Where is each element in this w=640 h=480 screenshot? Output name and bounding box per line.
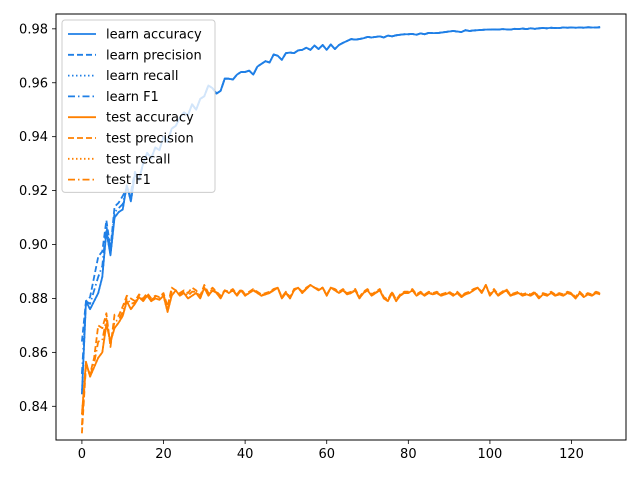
legend-label-test-accuracy: test accuracy [106,111,194,126]
y-tick-label: 0.84 [19,400,48,415]
y-tick-label: 0.92 [19,184,48,199]
x-tick-label: 100 [478,447,503,462]
x-tick-label: 60 [318,447,335,462]
x-tick-label: 120 [559,447,584,462]
y-tick-label: 0.96 [19,76,48,91]
legend-label-learn-f1: learn F1 [106,90,159,105]
legend-label-test-f1: test F1 [106,173,151,188]
y-tick-label: 0.90 [19,238,48,253]
plot-frame [55,13,627,441]
x-tick-label: 40 [237,447,254,462]
legend-label-test-recall: test recall [106,152,171,167]
x-tick-label: 20 [155,447,172,462]
x-tick-label: 0 [78,447,86,462]
series-test-f1 [81,284,601,426]
y-tick-label: 0.94 [19,130,48,145]
x-tick-label: 80 [400,447,417,462]
y-tick-label: 0.98 [19,22,48,37]
series-learn-f1 [81,26,601,374]
legend-label-learn-precision: learn precision [106,48,202,63]
x-axis: 0 20 40 60 80 100 120 [78,440,584,462]
y-tick-label: 0.86 [19,346,48,361]
legend: learn accuracy learn precision learn recal… [61,19,216,193]
legend-label-learn-accuracy: learn accuracy [106,28,202,43]
y-tick-label: 0.88 [19,292,48,307]
legend-box [61,19,216,193]
y-axis: 0.84 0.86 0.88 0.90 0.92 0.94 0.96 0.98 [19,22,56,415]
legend-label-learn-recall: learn recall [106,69,178,84]
legend-label-test-precision: test precision [106,132,194,147]
